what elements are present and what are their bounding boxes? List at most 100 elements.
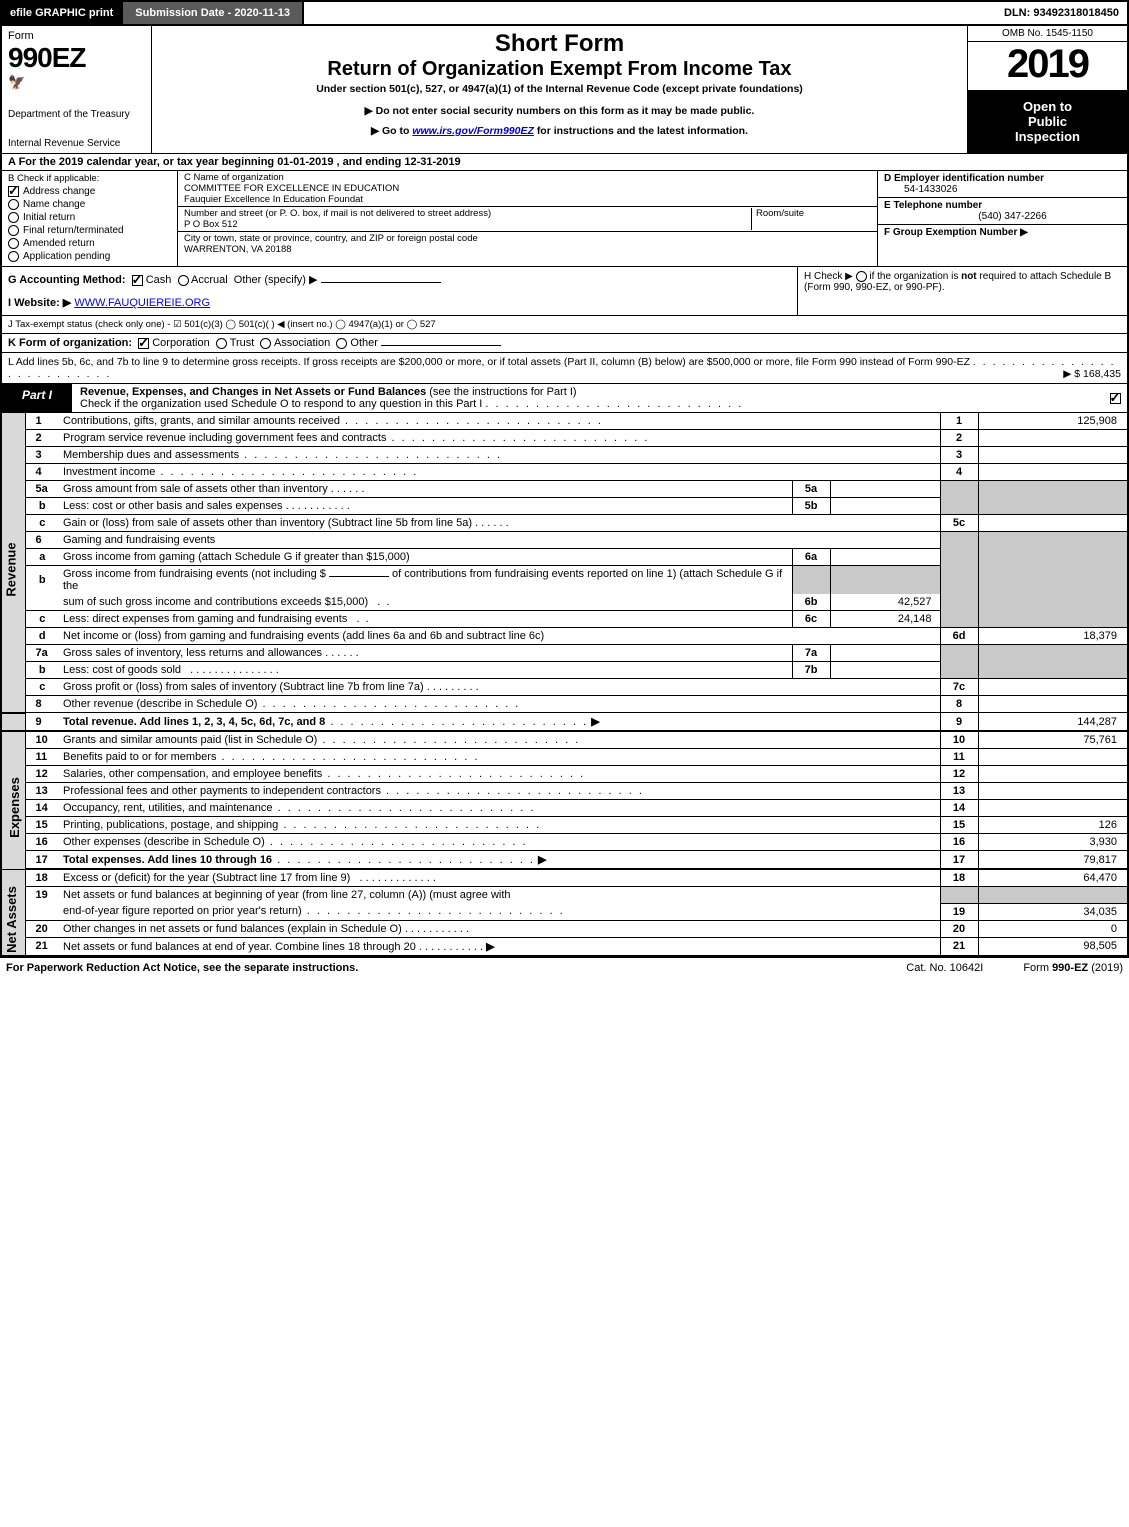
col-b-checkboxes: B Check if applicable: Address change Na… <box>2 171 178 266</box>
shaded-cell <box>978 887 1128 904</box>
chk-accrual[interactable] <box>178 275 189 286</box>
org-street: P O Box 512 <box>184 219 751 230</box>
line-9: 9 Total revenue. Add lines 1, 2, 3, 4, 5… <box>1 713 1128 732</box>
org-name-2: Fauquier Excellence In Education Foundat <box>184 194 871 205</box>
radio-icon <box>8 238 19 249</box>
chk-application-pending[interactable]: Application pending <box>8 251 171 262</box>
chk-trust[interactable] <box>216 338 227 349</box>
checkbox-icon <box>8 186 19 197</box>
chk-label: Amended return <box>23 238 95 249</box>
dots <box>340 415 603 427</box>
shaded-cell <box>978 645 1128 679</box>
line-amount <box>978 430 1128 447</box>
other-org-input[interactable] <box>381 345 501 346</box>
footer-right: Form 990-EZ (2019) <box>1023 962 1123 974</box>
h-text1: if the organization is <box>869 271 961 282</box>
line-14: 14 Occupancy, rent, utilities, and maint… <box>1 800 1128 817</box>
line-amount: 0 <box>978 920 1128 937</box>
c-name-row: C Name of organization COMMITTEE FOR EXC… <box>178 171 877 207</box>
chk-name-change[interactable]: Name change <box>8 199 171 210</box>
line-num: 5a <box>25 481 59 498</box>
line-ref: 3 <box>940 447 978 464</box>
line-19-1: 19 Net assets or fund balances at beginn… <box>1 887 1128 904</box>
line-desc: Membership dues and assessments <box>63 449 239 461</box>
line-6d: d Net income or (loss) from gaming and f… <box>1 628 1128 645</box>
line-amount: 98,505 <box>978 937 1128 956</box>
c-city-label: City or town, state or province, country… <box>184 233 871 244</box>
line-num: 18 <box>25 869 59 887</box>
inbox-val <box>830 481 940 498</box>
line-desc: Gaming and fundraising events <box>63 534 215 546</box>
k-label: K Form of organization: <box>8 337 132 349</box>
blank-input[interactable] <box>329 576 389 577</box>
side-label: Net Assets <box>4 886 19 953</box>
dots <box>317 734 580 746</box>
part-check-line: Check if the organization used Schedule … <box>80 398 482 410</box>
chk-corporation[interactable] <box>138 338 149 349</box>
dots <box>216 751 479 763</box>
chk-final-return[interactable]: Final return/terminated <box>8 225 171 236</box>
line-num: 2 <box>25 430 59 447</box>
inbox-ref: 6a <box>792 549 830 566</box>
chk-label: Name change <box>23 199 85 210</box>
line-ref: 4 <box>940 464 978 481</box>
line-desc: Gross amount from sale of assets other t… <box>63 483 328 495</box>
e-label: E Telephone number <box>884 200 982 211</box>
dots <box>257 698 520 710</box>
dln-label: DLN: 93492318018450 <box>996 2 1127 24</box>
chk-cash[interactable] <box>132 275 143 286</box>
footer-right-prefix: Form <box>1023 962 1052 974</box>
goto-link[interactable]: www.irs.gov/Form990EZ <box>412 125 534 137</box>
trust-label: Trust <box>230 337 255 349</box>
line-desc: Less: direct expenses from gaming and fu… <box>63 613 347 625</box>
line-num: 1 <box>25 413 59 430</box>
accrual-label: Accrual <box>191 274 228 286</box>
line-desc: Excess or (deficit) for the year (Subtra… <box>63 872 350 884</box>
irs-label: Internal Revenue Service <box>8 138 145 149</box>
chk-amended-return[interactable]: Amended return <box>8 238 171 249</box>
website-link[interactable]: WWW.FAUQUIEREIE.ORG <box>74 297 210 309</box>
line-3: 3 Membership dues and assessments 3 <box>1 447 1128 464</box>
chk-not-required[interactable] <box>856 271 867 282</box>
chk-initial-return[interactable]: Initial return <box>8 212 171 223</box>
chk-other-org[interactable] <box>336 338 347 349</box>
inbox-val: 24,148 <box>830 611 940 628</box>
shaded-cell <box>940 532 978 628</box>
line-amount <box>978 679 1128 696</box>
line-amount: 64,470 <box>978 869 1128 887</box>
row-f-group: F Group Exemption Number ▶ <box>878 225 1127 266</box>
line-desc: Total expenses. Add lines 10 through 16 <box>63 854 272 866</box>
line-1: Revenue 1 Contributions, gifts, grants, … <box>1 413 1128 430</box>
radio-icon <box>8 251 19 262</box>
row-k-form-org: K Form of organization: Corporation Trus… <box>0 334 1129 353</box>
line-num: 7a <box>25 645 59 662</box>
line-amount: 3,930 <box>978 834 1128 851</box>
efile-label[interactable]: efile GRAPHIC print <box>2 2 121 24</box>
line-num: 3 <box>25 447 59 464</box>
col-def: D Employer identification number 54-1433… <box>877 171 1127 266</box>
line-amount <box>978 800 1128 817</box>
phone-value: (540) 347-2266 <box>884 211 1121 222</box>
dots <box>278 819 541 831</box>
footer-left: For Paperwork Reduction Act Notice, see … <box>6 962 866 974</box>
line-18: Net Assets 18 Excess or (deficit) for th… <box>1 869 1128 887</box>
part-title-block: Revenue, Expenses, and Changes in Net As… <box>72 384 1103 412</box>
part1-schedule-o-check[interactable] <box>1103 384 1127 412</box>
shaded-cell <box>792 566 830 595</box>
chk-association[interactable] <box>260 338 271 349</box>
return-title: Return of Organization Exempt From Incom… <box>160 58 959 81</box>
chk-address-change[interactable]: Address change <box>8 186 171 197</box>
other-specify-input[interactable] <box>321 282 441 283</box>
side-net-assets: Net Assets <box>1 869 25 956</box>
line-num: 13 <box>25 783 59 800</box>
line-ref: 14 <box>940 800 978 817</box>
line-ref: 18 <box>940 869 978 887</box>
row-j-tax-exempt: J Tax-exempt status (check only one) - ☑… <box>0 316 1129 334</box>
inbox-val <box>830 662 940 679</box>
inbox-val <box>830 498 940 515</box>
open-to-public: Open to Public Inspection <box>968 90 1127 153</box>
line-desc: Net income or (loss) from gaming and fun… <box>63 630 544 642</box>
line-num: c <box>25 611 59 628</box>
line-desc: Less: cost of goods sold <box>63 664 181 676</box>
inbox-val <box>830 645 940 662</box>
